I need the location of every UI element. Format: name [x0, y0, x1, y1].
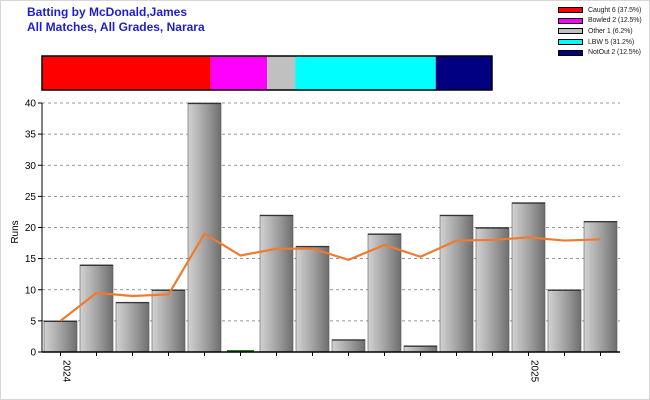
- legend-swatch-caught: [558, 7, 583, 14]
- y-axis-label: Runs: [10, 220, 21, 243]
- bar: [331, 339, 366, 353]
- chart-title: Batting by McDonald,James: [27, 5, 188, 19]
- strip-segment-1: [210, 56, 267, 90]
- legend-label-bowled: Bowled 2 (12.5%): [588, 17, 642, 25]
- strip-segment-0: [42, 56, 211, 90]
- legend-item-bowled: Bowled 2 (12.5%): [558, 16, 642, 27]
- bar: [79, 264, 114, 353]
- bar: [259, 214, 294, 353]
- bars: [43, 102, 618, 353]
- legend-item-notout: NotOut 2 (12.5%): [558, 47, 642, 58]
- legend-label-notout: NotOut 2 (12.5%): [588, 49, 641, 57]
- bar-zero: [227, 350, 254, 352]
- x-tick-label: 2025: [529, 360, 540, 383]
- strip-segment-3: [295, 56, 436, 90]
- grid: [42, 102, 620, 322]
- strip-border: [41, 55, 493, 91]
- x-tick-label: 2024: [61, 360, 72, 383]
- bar: [583, 220, 618, 353]
- legend: Caught 6 (37.5%) Bowled 2 (12.5%) Other …: [558, 5, 642, 58]
- strip-segment-2: [267, 56, 296, 90]
- bar: [475, 227, 510, 353]
- legend-item-other: Other 1 (6.2%): [558, 26, 642, 37]
- bar: [439, 214, 474, 353]
- legend-swatch-lbw: [558, 39, 583, 46]
- legend-label-caught: Caught 6 (37.5%): [588, 6, 642, 14]
- bar: [43, 320, 78, 353]
- y-tick-label: 20: [25, 223, 37, 234]
- chart-subtitle: All Matches, All Grades, Narara: [27, 20, 205, 34]
- bar: [151, 289, 186, 353]
- legend-label-lbw: LBW 5 (31.2%): [588, 38, 635, 46]
- y-tick-label: 40: [25, 99, 37, 110]
- y-tick-label: 0: [30, 348, 36, 359]
- bar: [511, 202, 546, 353]
- y-tick-label: 15: [25, 254, 37, 265]
- dismissal-strip: [41, 55, 493, 91]
- legend-item-lbw: LBW 5 (31.2%): [558, 37, 642, 48]
- bar: [187, 102, 222, 353]
- average-polyline: [59, 232, 601, 322]
- bar: [367, 233, 402, 353]
- y-tick-label: 25: [25, 192, 37, 203]
- legend-label-other: Other 1 (6.2%): [588, 27, 633, 35]
- y-tick-label: 10: [25, 285, 37, 296]
- bar: [547, 289, 582, 353]
- y-tick-label: 30: [25, 161, 37, 172]
- legend-swatch-notout: [558, 49, 583, 56]
- strip-segment-4: [435, 56, 492, 90]
- legend-swatch-other: [558, 28, 583, 35]
- bar: [115, 301, 150, 353]
- legend-swatch-bowled: [558, 17, 583, 24]
- legend-item-caught: Caught 6 (37.5%): [558, 5, 642, 16]
- average-line: [59, 232, 601, 322]
- y-tick-label: 5: [30, 316, 36, 327]
- y-tick-label: 35: [25, 130, 37, 141]
- bar: [295, 245, 330, 353]
